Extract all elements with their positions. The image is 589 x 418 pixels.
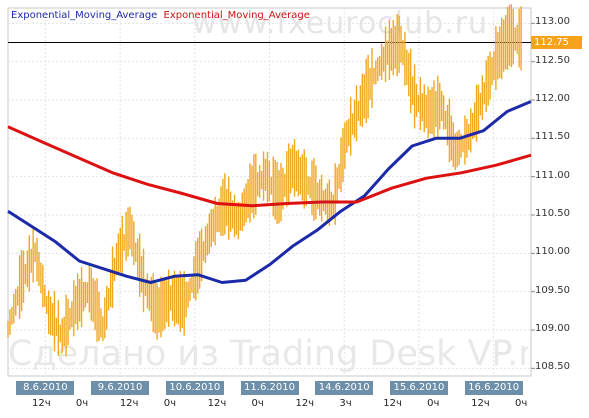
ema-slow-line bbox=[7, 125, 532, 208]
x-hour-label: 12ч bbox=[471, 398, 490, 409]
y-tick-label: 108.50 bbox=[535, 361, 570, 373]
x-hour-label: 3ч bbox=[339, 398, 352, 409]
y-tick-label: 110.00 bbox=[535, 246, 570, 258]
x-date-label: 9.6.2010 bbox=[91, 381, 150, 395]
y-tick-label: 111.50 bbox=[535, 131, 570, 143]
current-price-tag: 112.75 bbox=[531, 35, 582, 49]
watermark-bottom: Сделано из Trading Desk VP.ru bbox=[8, 334, 528, 374]
x-date-label: 15.6.2010 bbox=[389, 381, 448, 395]
x-hour-label: 12ч bbox=[383, 398, 402, 409]
y-tick-label: 109.00 bbox=[535, 323, 570, 334]
legend: Exponential_Moving_Average Exponential_M… bbox=[11, 10, 310, 21]
x-hour-label: 0ч bbox=[163, 398, 176, 409]
y-tick-label: 113.00 bbox=[535, 16, 570, 28]
x-date-label: 8.6.2010 bbox=[16, 381, 75, 395]
x-hour-label: 12ч bbox=[32, 398, 51, 409]
x-hour-label: 0ч bbox=[75, 398, 89, 409]
x-date-label: 11.6.2010 bbox=[240, 381, 299, 395]
legend-entry-ema-slow: Exponential_Moving_Average bbox=[163, 10, 310, 21]
x-hour-label: 0ч bbox=[251, 398, 264, 409]
y-tick-label: 111.00 bbox=[535, 169, 570, 181]
x-hour-label: 0ч bbox=[427, 398, 440, 409]
legend-entry-ema-fast: Exponential_Moving_Average bbox=[11, 10, 158, 21]
ema-fast-line bbox=[7, 100, 532, 284]
y-tick-label: 110.50 bbox=[535, 208, 570, 219]
x-date-label: 16.6.2010 bbox=[464, 381, 523, 395]
x-hour-label: 12ч bbox=[295, 398, 315, 409]
y-tick-label: 112.00 bbox=[535, 93, 570, 104]
x-date-label: 14.6.2010 bbox=[315, 381, 374, 395]
x-date-label: 10.6.2010 bbox=[165, 381, 224, 395]
x-hour-label: 0ч bbox=[515, 398, 528, 409]
y-tick-label: 112.50 bbox=[535, 54, 570, 66]
x-hour-label: 12ч bbox=[119, 398, 139, 409]
x-hour-label: 12ч bbox=[207, 398, 227, 409]
y-tick-label: 109.50 bbox=[535, 284, 570, 296]
